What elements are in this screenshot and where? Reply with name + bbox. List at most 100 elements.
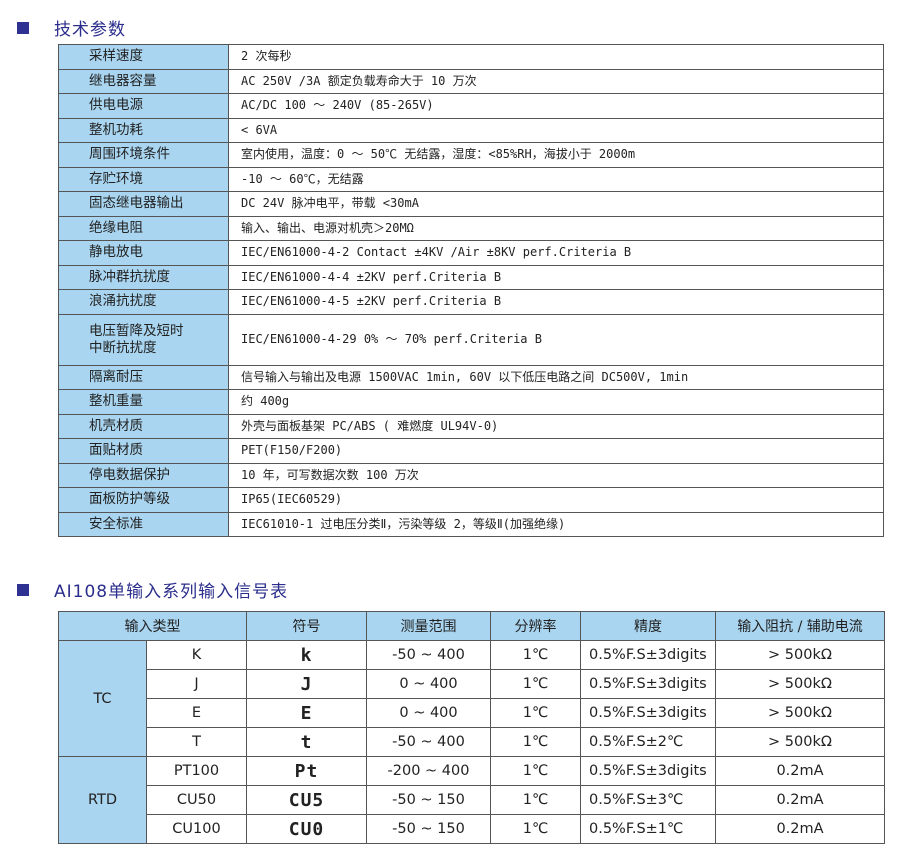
section-title-specs: 技术参数 [17, 15, 126, 40]
input-type: T [146, 727, 247, 757]
spec-value: AC 250V /3A 额定负载寿命大于 10 万次 [228, 68, 884, 94]
precision: 0.5%F.S±3digits [580, 756, 716, 786]
group-label: TC [58, 640, 147, 757]
signal-row: CU100 CU0 -50 ~ 150 1℃ 0.5%F.S±1℃ 0.2mA [59, 814, 885, 844]
display-symbol: E [246, 698, 367, 728]
spec-row: 绝缘电阻 输入、输出、电源对机壳＞20MΩ [58, 215, 884, 241]
spec-value: 约 400g [228, 389, 884, 415]
precision: 0.5%F.S±1℃ [580, 814, 716, 844]
spec-label: 电压暂降及短时中断抗扰度 [58, 313, 229, 366]
display-symbol: J [246, 669, 367, 699]
measure-range: 0 ~ 400 [366, 669, 491, 699]
spec-row: 采样速度 2 次每秒 [58, 44, 884, 70]
resolution: 1℃ [490, 698, 581, 728]
spec-value: IEC/EN61000-4-4 ±2KV perf.Criteria B [228, 264, 884, 290]
spec-label: 面板防护等级 [58, 487, 229, 513]
spec-label: 供电电源 [58, 93, 229, 119]
impedance: 0.2mA [715, 785, 885, 815]
square-bullet-icon [17, 583, 29, 596]
spec-value: IEC/EN61000-4-5 ±2KV perf.Criteria B [228, 289, 884, 315]
spec-label: 浪涌抗扰度 [58, 289, 229, 315]
spec-label: 面贴材质 [58, 438, 229, 464]
measure-range: 0 ~ 400 [366, 698, 491, 728]
display-symbol: Pt [246, 756, 367, 786]
spec-value: IEC61010-1 过电压分类Ⅱ，污染等级 2，等级Ⅱ(加强绝缘) [228, 511, 884, 537]
column-header: 精度 [580, 611, 716, 641]
column-header: 分辨率 [490, 611, 581, 641]
spec-label: 机壳材质 [58, 413, 229, 439]
spec-value: 输入、输出、电源对机壳＞20MΩ [228, 215, 884, 241]
resolution: 1℃ [490, 785, 581, 815]
spec-value: IP65(IEC60529) [228, 487, 884, 513]
spec-row: 面板防护等级 IP65(IEC60529) [58, 487, 884, 513]
section-title-text: AI108单输入系列输入信号表 [54, 582, 289, 602]
spec-row: 存贮环境 -10 ～ 60℃，无结露 [58, 166, 884, 192]
signal-row: RTD PT100 Pt -200 ~ 400 1℃ 0.5%F.S±3digits 0.2… [58, 756, 885, 844]
spec-row: 脉冲群抗扰度 IEC/EN61000-4-4 ±2KV perf.Criteria… [58, 264, 884, 290]
spec-label: 固态继电器输出 [58, 191, 229, 217]
column-header: 测量范围 [366, 611, 491, 641]
measure-range: -200 ~ 400 [366, 756, 491, 786]
precision: 0.5%F.S±3digits [580, 640, 716, 670]
impedance: 0.2mA [715, 756, 885, 786]
spec-label: 整机重量 [58, 389, 229, 415]
input-type: J [146, 669, 247, 699]
spec-table: 采样速度 2 次每秒 继电器容量 AC 250V /3A 额定负载寿命大于 10 万次… [58, 44, 884, 537]
spec-row: 整机功耗 < 6VA [58, 117, 884, 143]
precision: 0.5%F.S±3digits [580, 669, 716, 699]
spec-label: 脉冲群抗扰度 [58, 264, 229, 290]
group-label: RTD [58, 756, 147, 844]
spec-row: 机壳材质 外壳与面板基架 PC/ABS ( 难燃度 UL94V-0) [58, 413, 884, 439]
spec-value: IEC/EN61000-4-2 Contact ±4KV /Air ±8KV p… [228, 240, 884, 266]
precision: 0.5%F.S±3℃ [580, 785, 716, 815]
input-type: K [146, 640, 247, 670]
precision: 0.5%F.S±2℃ [580, 727, 716, 757]
resolution: 1℃ [490, 814, 581, 844]
display-symbol: CU5 [246, 785, 367, 815]
input-type: E [146, 698, 247, 728]
spec-label: 采样速度 [58, 44, 229, 70]
input-type: CU100 [146, 814, 247, 844]
section-title-signals: AI108单输入系列输入信号表 [17, 577, 288, 602]
spec-label: 绝缘电阻 [58, 215, 229, 241]
spec-label: 隔离耐压 [58, 364, 229, 390]
measure-range: -50 ~ 400 [366, 640, 491, 670]
impedance: > 500kΩ [715, 698, 885, 728]
measure-range: -50 ~ 400 [366, 727, 491, 757]
spec-value: -10 ～ 60℃，无结露 [228, 166, 884, 192]
impedance: 0.2mA [715, 814, 885, 844]
impedance: > 500kΩ [715, 640, 885, 670]
spec-row: 继电器容量 AC 250V /3A 额定负载寿命大于 10 万次 [58, 68, 884, 94]
resolution: 1℃ [490, 727, 581, 757]
resolution: 1℃ [490, 669, 581, 699]
spec-label: 整机功耗 [58, 117, 229, 143]
spec-value: DC 24V 脉冲电平，带载 <30mA [228, 191, 884, 217]
measure-range: -50 ~ 150 [366, 814, 491, 844]
spec-label: 存贮环境 [58, 166, 229, 192]
spec-row: 停电数据保护 10 年，可写数据次数 100 万次 [58, 462, 884, 488]
impedance: > 500kΩ [715, 727, 885, 757]
spec-value: 信号输入与输出及电源 1500VAC 1min, 60V 以下低压电路之间 DC… [228, 364, 884, 390]
spec-value: 2 次每秒 [228, 44, 884, 70]
square-bullet-icon [17, 21, 29, 34]
spec-label: 静电放电 [58, 240, 229, 266]
input-type: CU50 [146, 785, 247, 815]
spec-row: 整机重量约 400g [58, 389, 884, 415]
resolution: 1℃ [490, 756, 581, 786]
spec-label: 周围环境条件 [58, 142, 229, 168]
column-header: 输入阻抗 / 辅助电流 [715, 611, 885, 641]
spec-row: 供电电源 AC/DC 100 ～ 240V (85-265V) [58, 93, 884, 119]
display-symbol: t [246, 727, 367, 757]
column-header: 输入类型 [58, 611, 247, 641]
spec-value: 10 年，可写数据次数 100 万次 [228, 462, 884, 488]
resolution: 1℃ [490, 640, 581, 670]
spec-value: 外壳与面板基架 PC/ABS ( 难燃度 UL94V-0) [228, 413, 884, 439]
section-title-text: 技术参数 [54, 20, 126, 40]
spec-row: 静电放电 IEC/EN61000-4-2 Contact ±4KV /Air ±8… [58, 240, 884, 266]
spec-row: 周围环境条件 室内使用，温度：0 ～ 50℃ 无结露，湿度：<85%RH，海拔小于… [58, 142, 884, 168]
